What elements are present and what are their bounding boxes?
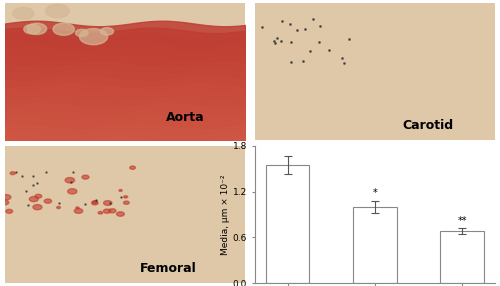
Circle shape [76,207,79,209]
Bar [353,207,397,283]
Circle shape [124,196,128,198]
Circle shape [30,196,38,202]
Circle shape [24,24,40,34]
Circle shape [33,204,42,210]
Circle shape [119,190,122,191]
Text: Femoral: Femoral [140,262,196,275]
Circle shape [74,208,83,213]
Circle shape [92,201,98,205]
Circle shape [130,166,136,169]
Text: Carotid: Carotid [402,119,454,132]
Circle shape [46,4,70,18]
Y-axis label: Media, μm × 10⁻²: Media, μm × 10⁻² [221,174,230,255]
Circle shape [80,29,108,45]
Polygon shape [5,146,245,283]
Polygon shape [62,0,203,55]
Polygon shape [3,0,176,46]
Circle shape [27,23,46,35]
Polygon shape [0,0,170,45]
Circle shape [12,7,34,19]
Polygon shape [5,3,245,140]
Polygon shape [73,0,208,57]
Circle shape [1,200,9,205]
Circle shape [68,189,77,194]
Circle shape [53,23,74,35]
Circle shape [104,201,112,205]
Circle shape [82,175,89,179]
Circle shape [116,212,124,216]
Circle shape [92,201,98,204]
Circle shape [56,206,60,208]
Circle shape [10,172,16,175]
Text: Aorta: Aorta [166,111,204,124]
Text: *: * [372,188,378,198]
Polygon shape [50,0,198,53]
Polygon shape [255,3,495,140]
Polygon shape [96,0,219,60]
Circle shape [124,201,129,204]
Circle shape [44,199,52,203]
Circle shape [98,211,102,214]
Circle shape [2,194,11,200]
Polygon shape [84,0,214,58]
Circle shape [104,209,110,213]
Circle shape [6,209,12,213]
Circle shape [76,29,88,37]
Polygon shape [38,0,192,51]
Circle shape [65,178,74,183]
Polygon shape [15,0,181,48]
Circle shape [109,209,116,213]
Circle shape [100,28,114,35]
Bar [440,231,484,283]
Circle shape [35,194,42,198]
Bar [266,165,310,283]
Polygon shape [26,0,186,50]
Text: **: ** [458,216,467,226]
